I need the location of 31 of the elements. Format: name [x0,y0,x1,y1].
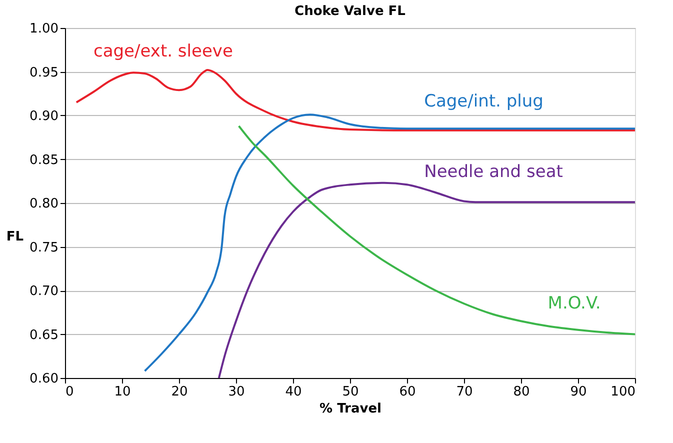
x-tick-label: 60 [399,384,416,400]
y-tick-label: 0.85 [30,152,58,168]
line-series [75,69,636,132]
y-tick-label: 1.00 [30,22,58,36]
y-tick-label: 0.75 [30,240,58,256]
y-tick-label: 0.80 [30,196,58,212]
line-series [218,182,636,379]
x-tick-label: 100 [610,384,636,400]
x-axis-title: % Travel [320,402,382,416]
y-tick-label: 0.70 [30,284,58,299]
y-axis-title: FL [6,230,24,244]
chart-title: Choke Valve FL [294,4,406,19]
x-tick-label: 20 [171,384,188,400]
series-label: Needle and seat [424,162,564,182]
y-tick-label: 0.65 [30,328,58,343]
x-tick-label: 50 [342,384,359,400]
series-label: Cage/int. plug [424,91,544,112]
line-series [238,125,636,336]
y-tick-label: 0.90 [30,109,58,124]
line-series [144,114,636,372]
series-label: cage/ext. sleeve [94,41,233,62]
x-tick-label: 40 [285,384,302,400]
x-tick-label: 0 [66,384,74,400]
x-tick-label: 10 [114,384,131,400]
x-tick-label: 90 [570,384,587,400]
x-tick-label: 30 [228,384,245,400]
y-tick-label: 0.60 [30,372,58,386]
x-tick-label: 70 [456,384,473,400]
y-tick-label: 0.95 [30,65,58,80]
x-tick-label: 80 [513,384,530,400]
series-label: M.O.V. [548,293,601,314]
